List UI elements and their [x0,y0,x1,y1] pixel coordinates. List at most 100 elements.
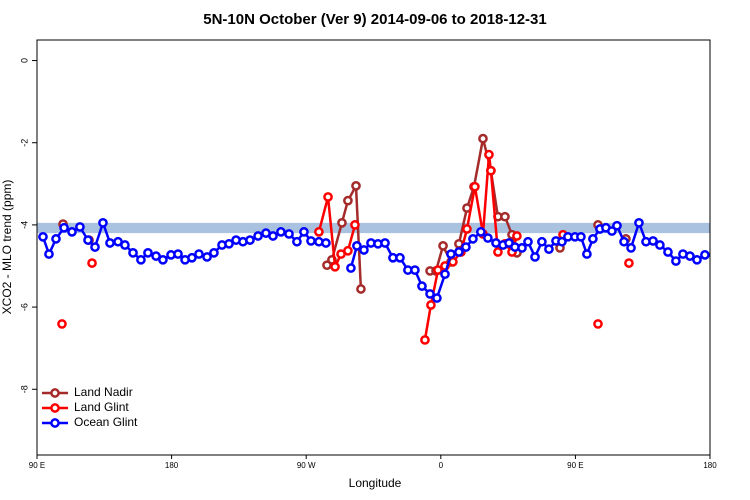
point [624,258,634,268]
point [626,243,636,253]
point [38,231,48,242]
point [420,335,430,345]
point [83,235,93,245]
point [663,247,673,257]
point [486,165,496,176]
point [395,252,405,263]
point [356,284,366,294]
point [454,247,464,257]
legend-label: Ocean Glint [74,415,138,429]
point [202,252,212,262]
point [87,258,97,268]
point [432,293,442,303]
point [426,300,436,310]
legend-marker [50,418,60,428]
point [136,254,146,265]
point [284,229,294,239]
point [461,242,471,252]
x-tick-label: 180 [703,461,717,470]
point [685,251,695,261]
point [306,236,316,246]
point [57,319,67,329]
point [330,261,340,272]
point [537,236,547,247]
point [593,319,603,329]
point [692,254,702,265]
point [476,227,486,237]
point [151,251,161,261]
plot-frame [36,39,711,456]
legend-label: Land Nadir [74,385,133,399]
point [700,250,710,260]
point [359,245,369,255]
point [462,203,472,213]
x-axis-label: Longitude [349,476,402,490]
point [462,224,472,234]
point [224,238,234,249]
point [59,222,69,233]
point [67,227,77,237]
point [544,244,554,254]
point [276,227,286,237]
point [120,240,130,250]
point [446,249,456,259]
x-tick-label: 0 [439,461,444,470]
point [346,263,356,273]
point [268,231,278,241]
point [582,249,592,259]
y-axis-label: XCO2 - MLO trend (ppm) [0,180,14,315]
point [612,220,622,231]
point [468,234,478,244]
point [493,247,503,257]
y-tick-label: -8 [19,385,29,393]
point [209,247,219,258]
point [483,233,493,243]
point [323,192,333,202]
reference-band [37,222,710,234]
point [438,241,448,251]
x-tick-label: 90 E [567,461,583,470]
point [292,236,302,247]
point [337,217,347,228]
point [321,238,331,248]
x-tick-label: 90 W [297,461,316,470]
series-line [327,139,626,289]
point [194,249,204,259]
point [619,236,629,247]
point [351,181,361,191]
chart-title: 5N-10N October (Ver 9) 2014-09-06 to 201… [203,11,547,28]
y-tick-label: -6 [19,303,29,311]
legend-marker [50,388,60,398]
point [557,236,567,247]
point [245,235,255,245]
point [648,236,658,246]
point [343,195,353,206]
point [433,265,443,275]
x-tick-label: 180 [165,461,179,470]
point [440,269,450,280]
point [517,243,527,253]
point [90,242,100,252]
legend-marker [50,403,60,413]
point [634,217,644,228]
point [187,252,197,263]
point [352,241,362,251]
point [75,222,85,232]
point [105,238,115,248]
point [173,249,183,259]
point [98,217,108,228]
point [512,231,522,241]
point [410,265,420,275]
y-tick-label: 0 [19,58,29,63]
point [425,289,435,299]
point [299,227,309,237]
point [530,252,540,262]
x-tick-label: 90 E [29,461,45,470]
point [500,211,510,222]
point [51,234,61,244]
point [576,231,586,242]
point [314,227,324,237]
point [343,245,353,256]
point [671,256,681,266]
